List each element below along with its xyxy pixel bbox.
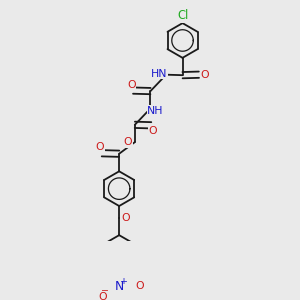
Text: −: − <box>101 286 109 295</box>
Text: O: O <box>124 137 132 147</box>
Text: Cl: Cl <box>177 9 188 22</box>
Text: O: O <box>127 80 136 90</box>
Text: O: O <box>96 142 104 152</box>
Text: NH: NH <box>147 106 164 116</box>
Text: N: N <box>115 280 124 293</box>
Text: O: O <box>136 281 144 291</box>
Text: O: O <box>149 126 158 136</box>
Text: +: + <box>120 277 128 286</box>
Text: HN: HN <box>151 69 168 79</box>
Text: O: O <box>200 70 209 80</box>
Text: O: O <box>122 213 130 223</box>
Text: O: O <box>98 292 106 300</box>
